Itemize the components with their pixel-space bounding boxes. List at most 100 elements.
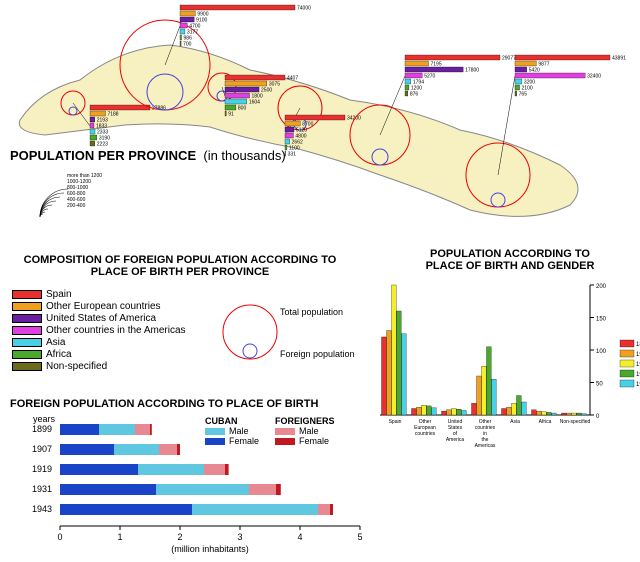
legend-row: Other European countries xyxy=(12,301,186,312)
province-bar xyxy=(225,81,267,86)
province-bar xyxy=(90,141,95,146)
svg-text:Male: Male xyxy=(229,426,249,436)
province-bar xyxy=(180,17,194,22)
pyramid-segment xyxy=(138,464,204,475)
pyramid-segment xyxy=(60,504,192,515)
legend-row: Other countries in the Americas xyxy=(12,325,186,336)
pyramid-segment xyxy=(114,444,159,455)
svg-text:43891: 43891 xyxy=(612,56,626,62)
svg-text:1899: 1899 xyxy=(636,342,640,348)
svg-text:200-400: 200-400 xyxy=(67,203,86,209)
legend-label: Other European countries xyxy=(46,301,161,312)
grouped-bar xyxy=(572,413,577,415)
pyramid-segment xyxy=(318,504,330,515)
province-bar xyxy=(405,85,409,90)
svg-text:50: 50 xyxy=(596,382,603,388)
svg-text:200: 200 xyxy=(596,284,607,290)
grouped-bar xyxy=(507,407,512,415)
svg-text:2500: 2500 xyxy=(261,88,272,94)
pyramid-segment xyxy=(159,444,177,455)
province-bar xyxy=(225,105,236,110)
svg-text:5270: 5270 xyxy=(424,74,435,80)
pyramid-segment xyxy=(249,484,276,495)
grouped-bar xyxy=(442,411,447,415)
svg-text:331: 331 xyxy=(288,152,297,158)
grouped-bar xyxy=(482,366,487,415)
legend-swatch xyxy=(12,314,42,323)
grouped-bar xyxy=(532,410,537,415)
province-bar xyxy=(515,73,585,78)
province-bar xyxy=(285,121,300,126)
grouped-bar xyxy=(552,413,557,415)
composition-title: COMPOSITION OF FOREIGN POPULATION ACCORD… xyxy=(10,254,350,278)
svg-text:1604: 1604 xyxy=(249,100,260,106)
province-bar xyxy=(225,99,247,104)
grouped-bar xyxy=(577,413,582,415)
legend-row: Spain xyxy=(12,289,186,300)
legend-label: Other countries in the Americas xyxy=(46,325,186,336)
pyramid-segment xyxy=(276,484,281,495)
pyramid-segment xyxy=(99,424,135,435)
grouped-bar xyxy=(427,406,432,415)
legend-row: Non-specified xyxy=(12,361,186,372)
svg-text:UnitedStatesofAmerica: UnitedStatesofAmerica xyxy=(446,419,465,443)
grouped-bar xyxy=(432,408,437,415)
pyramid-legend-swatch xyxy=(275,428,295,435)
province-bar xyxy=(285,115,345,120)
pyramid-title: FOREIGN POPULATION ACCORDING TO PLACE OF… xyxy=(10,398,318,410)
year-swatch xyxy=(620,350,634,357)
legend-swatch xyxy=(12,326,42,335)
svg-text:3: 3 xyxy=(237,532,242,542)
legend-swatch xyxy=(12,290,42,299)
svg-text:32400: 32400 xyxy=(587,74,601,80)
svg-text:CUBAN: CUBAN xyxy=(205,416,238,426)
grouped-bar xyxy=(517,396,522,416)
grouped-bar xyxy=(562,413,567,415)
svg-text:Asia: Asia xyxy=(510,419,520,425)
grouped-bar xyxy=(537,411,542,415)
province-bar xyxy=(285,133,293,138)
svg-text:1907: 1907 xyxy=(32,444,52,454)
province-bar xyxy=(405,73,422,78)
svg-text:years: years xyxy=(33,414,56,424)
province-bar xyxy=(90,105,150,110)
svg-text:91: 91 xyxy=(228,112,234,118)
province-bar xyxy=(515,55,610,60)
pyramid-segment xyxy=(330,504,333,515)
province-bar xyxy=(225,93,250,98)
province-bar xyxy=(405,91,408,96)
province-bar xyxy=(180,11,195,16)
province-bar xyxy=(405,79,411,84)
svg-text:Non-specified: Non-specified xyxy=(560,419,591,425)
pyramid-legend-swatch xyxy=(205,438,225,445)
province-bar xyxy=(90,129,95,134)
svg-text:1: 1 xyxy=(117,532,122,542)
province-bar xyxy=(225,75,285,80)
svg-text:OthercountriesintheAmericas: OthercountriesintheAmericas xyxy=(475,419,496,449)
province-bar xyxy=(180,29,185,34)
svg-text:Total population: Total population xyxy=(280,307,343,317)
province-bar xyxy=(90,135,97,140)
svg-text:Female: Female xyxy=(229,436,259,446)
grouped-bar xyxy=(462,410,467,415)
legend-label: Asia xyxy=(46,337,65,348)
pyramid-segment xyxy=(156,484,249,495)
grouped-bar xyxy=(472,403,477,415)
pyramid-legend-swatch xyxy=(275,438,295,445)
pyramid-segment xyxy=(60,484,156,495)
grouped-bar xyxy=(492,379,497,415)
svg-text:1931: 1931 xyxy=(636,372,640,378)
svg-text:OtherEuropeancountries: OtherEuropeancountries xyxy=(414,419,436,437)
year-swatch xyxy=(620,360,634,367)
svg-text:1931: 1931 xyxy=(32,484,52,494)
year-swatch xyxy=(620,380,634,387)
legend-swatch xyxy=(12,362,42,371)
province-bar xyxy=(90,123,94,128)
svg-text:800: 800 xyxy=(238,106,247,112)
svg-text:7188: 7188 xyxy=(107,112,118,118)
province-bar xyxy=(405,67,463,72)
svg-text:4407: 4407 xyxy=(287,76,298,82)
province-bar xyxy=(515,67,527,72)
pyramid-legend-swatch xyxy=(205,428,225,435)
svg-text:1943: 1943 xyxy=(32,504,52,514)
